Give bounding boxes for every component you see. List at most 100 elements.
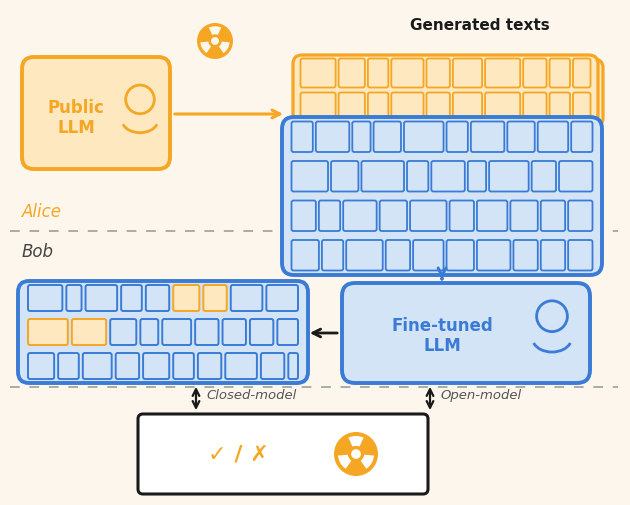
FancyBboxPatch shape [293,56,598,124]
FancyBboxPatch shape [559,162,592,192]
FancyBboxPatch shape [277,319,298,345]
FancyBboxPatch shape [18,281,308,383]
FancyBboxPatch shape [538,122,568,153]
FancyBboxPatch shape [352,122,370,153]
Wedge shape [200,42,211,54]
FancyBboxPatch shape [554,97,575,124]
FancyBboxPatch shape [489,162,529,192]
FancyBboxPatch shape [116,354,139,379]
FancyBboxPatch shape [195,319,219,345]
Circle shape [126,86,154,115]
FancyBboxPatch shape [458,63,487,92]
FancyBboxPatch shape [427,93,450,120]
FancyBboxPatch shape [322,240,343,271]
Text: Bob: Bob [22,242,54,261]
FancyBboxPatch shape [432,97,455,124]
FancyBboxPatch shape [573,93,590,120]
FancyBboxPatch shape [407,162,428,192]
FancyBboxPatch shape [541,240,565,271]
FancyBboxPatch shape [86,285,117,312]
FancyBboxPatch shape [306,63,341,92]
FancyBboxPatch shape [342,283,590,383]
FancyBboxPatch shape [261,354,284,379]
FancyBboxPatch shape [432,63,455,92]
FancyBboxPatch shape [282,118,602,275]
FancyBboxPatch shape [266,285,298,312]
FancyBboxPatch shape [447,240,474,271]
FancyBboxPatch shape [28,319,68,345]
FancyBboxPatch shape [373,63,393,92]
FancyBboxPatch shape [523,60,547,88]
FancyBboxPatch shape [58,354,79,379]
FancyBboxPatch shape [528,97,551,124]
FancyBboxPatch shape [391,60,423,88]
Wedge shape [209,27,221,36]
FancyBboxPatch shape [292,122,313,153]
FancyBboxPatch shape [28,354,54,379]
FancyBboxPatch shape [121,285,142,312]
Circle shape [197,24,233,60]
FancyBboxPatch shape [477,201,507,231]
FancyBboxPatch shape [578,63,595,92]
FancyBboxPatch shape [346,240,383,271]
FancyBboxPatch shape [66,285,81,312]
FancyBboxPatch shape [316,122,349,153]
FancyBboxPatch shape [571,122,592,153]
FancyBboxPatch shape [485,60,520,88]
FancyBboxPatch shape [138,414,428,494]
FancyBboxPatch shape [541,201,565,231]
Text: Open-model: Open-model [440,388,521,401]
FancyBboxPatch shape [532,162,556,192]
FancyBboxPatch shape [427,60,450,88]
FancyBboxPatch shape [453,93,482,120]
Text: Generated texts: Generated texts [410,18,550,33]
FancyBboxPatch shape [343,201,377,231]
FancyBboxPatch shape [396,63,428,92]
FancyBboxPatch shape [28,285,62,312]
FancyBboxPatch shape [490,63,525,92]
FancyBboxPatch shape [396,97,428,124]
FancyBboxPatch shape [173,285,199,312]
Text: Public
LLM: Public LLM [47,98,105,137]
FancyBboxPatch shape [292,240,319,271]
FancyBboxPatch shape [477,240,510,271]
FancyBboxPatch shape [485,93,520,120]
Wedge shape [338,455,352,469]
FancyBboxPatch shape [410,201,447,231]
FancyBboxPatch shape [568,240,592,271]
FancyBboxPatch shape [338,93,365,120]
FancyBboxPatch shape [343,63,370,92]
FancyBboxPatch shape [549,93,570,120]
FancyBboxPatch shape [226,354,257,379]
FancyBboxPatch shape [373,97,393,124]
FancyBboxPatch shape [490,97,525,124]
FancyBboxPatch shape [163,319,191,345]
FancyBboxPatch shape [578,97,595,124]
FancyBboxPatch shape [173,354,194,379]
Text: Closed-model: Closed-model [206,388,296,401]
FancyBboxPatch shape [413,240,444,271]
FancyBboxPatch shape [250,319,273,345]
FancyBboxPatch shape [523,93,547,120]
FancyBboxPatch shape [298,60,603,128]
FancyBboxPatch shape [386,240,410,271]
Wedge shape [360,455,374,469]
Wedge shape [348,436,364,447]
FancyBboxPatch shape [338,60,365,88]
FancyBboxPatch shape [510,201,538,231]
FancyBboxPatch shape [203,285,227,312]
Circle shape [334,432,378,476]
FancyBboxPatch shape [292,201,316,231]
FancyBboxPatch shape [380,201,407,231]
FancyBboxPatch shape [468,162,486,192]
FancyBboxPatch shape [22,58,170,170]
FancyBboxPatch shape [404,122,444,153]
FancyBboxPatch shape [368,60,388,88]
Circle shape [211,38,219,46]
FancyBboxPatch shape [432,162,465,192]
FancyBboxPatch shape [198,354,221,379]
Wedge shape [219,42,230,54]
Circle shape [537,301,568,332]
FancyBboxPatch shape [146,285,169,312]
FancyBboxPatch shape [222,319,246,345]
